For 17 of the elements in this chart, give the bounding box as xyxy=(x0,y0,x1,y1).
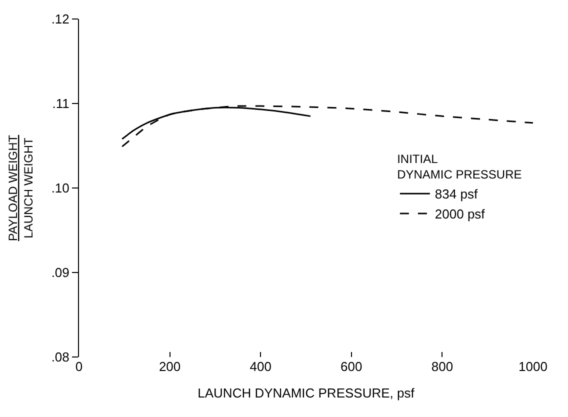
line-series xyxy=(121,105,533,148)
x-axis-title: LAUNCH DYNAMIC PRESSURE, psf xyxy=(198,386,415,401)
y-tick-label: .11 xyxy=(52,96,70,112)
y-tick-label: .08 xyxy=(51,350,70,365)
x-tick-label: 200 xyxy=(158,359,181,374)
legend-label: 834 psf xyxy=(434,186,478,202)
y-tick-label: .12 xyxy=(51,12,70,27)
x-tick-label: 400 xyxy=(250,359,272,374)
x-tick-label: 800 xyxy=(431,359,454,374)
x-tick-label: 0 xyxy=(75,359,83,374)
y-axis-title: PAYLOAD WEIGHT LAUNCH WEIGHT xyxy=(6,134,36,242)
x-tick-label: 600 xyxy=(340,359,362,374)
legend-title: INITIAL DYNAMIC PRESSURE xyxy=(397,152,522,182)
y-tick-label: .09 xyxy=(51,265,70,280)
legend-label: 2000 psf xyxy=(434,206,486,222)
x-tick-label: 1000 xyxy=(518,359,548,374)
y-tick-label: .10 xyxy=(51,180,70,196)
